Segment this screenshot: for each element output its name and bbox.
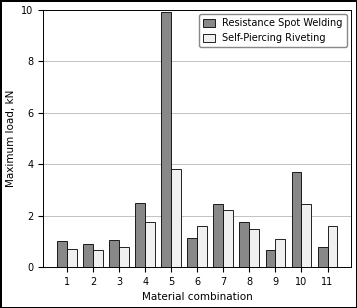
Bar: [145, 222, 155, 267]
Bar: [318, 247, 327, 267]
Bar: [171, 169, 181, 267]
Bar: [240, 222, 250, 267]
Legend: Resistance Spot Welding, Self-Piercing Riveting: Resistance Spot Welding, Self-Piercing R…: [199, 14, 347, 47]
Bar: [266, 250, 275, 267]
Bar: [67, 249, 77, 267]
Bar: [327, 226, 337, 267]
Bar: [119, 247, 129, 267]
Bar: [301, 204, 311, 267]
Bar: [187, 237, 197, 267]
Bar: [135, 203, 145, 267]
Bar: [197, 226, 207, 267]
Bar: [93, 250, 103, 267]
Bar: [213, 204, 223, 267]
Bar: [109, 240, 119, 267]
Bar: [275, 239, 285, 267]
Bar: [223, 210, 233, 267]
Y-axis label: Maximum load, kN: Maximum load, kN: [6, 90, 16, 187]
Bar: [292, 172, 301, 267]
Bar: [57, 241, 67, 267]
X-axis label: Material combination: Material combination: [142, 292, 253, 302]
Bar: [83, 244, 93, 267]
Bar: [250, 229, 259, 267]
Bar: [161, 12, 171, 267]
